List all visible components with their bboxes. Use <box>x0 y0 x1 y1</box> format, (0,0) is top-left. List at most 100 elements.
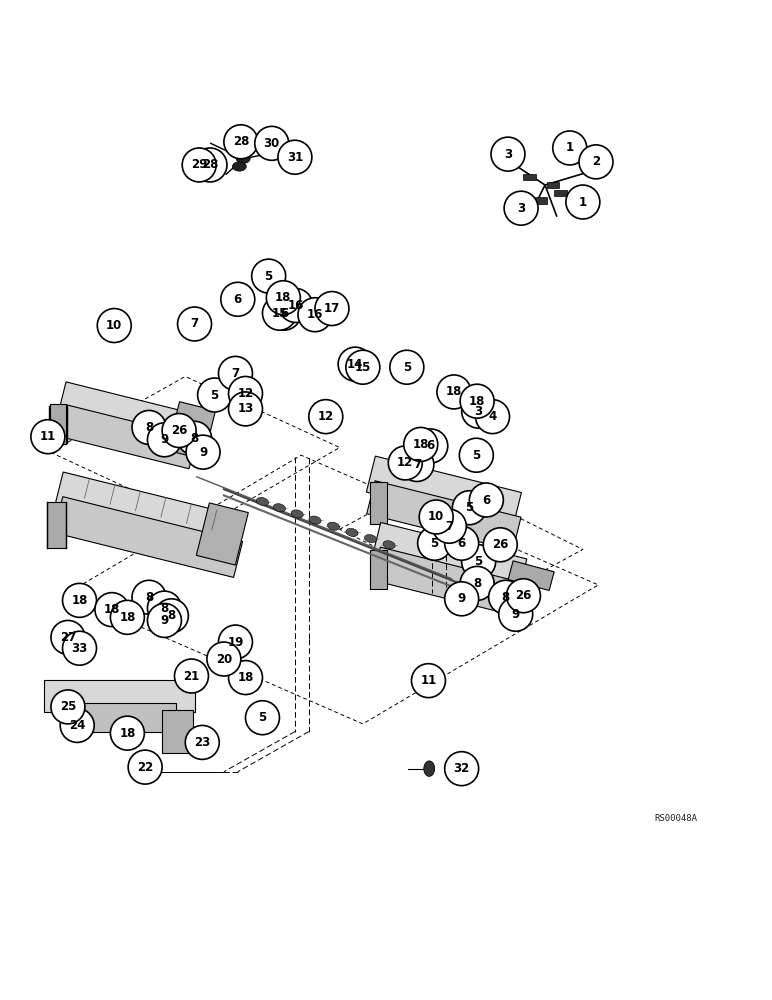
Circle shape <box>437 375 471 409</box>
Circle shape <box>553 131 587 165</box>
Circle shape <box>279 288 313 322</box>
Circle shape <box>459 438 493 472</box>
Text: 1: 1 <box>566 141 574 154</box>
Circle shape <box>489 580 523 614</box>
Bar <box>508 561 554 590</box>
Circle shape <box>110 600 144 634</box>
Text: 25: 25 <box>59 700 76 713</box>
Circle shape <box>147 591 181 625</box>
Text: 22: 22 <box>137 761 154 774</box>
Text: 9: 9 <box>512 608 520 621</box>
Ellipse shape <box>232 162 246 171</box>
Text: 26: 26 <box>492 538 509 551</box>
Circle shape <box>445 526 479 560</box>
Circle shape <box>60 708 94 742</box>
Bar <box>50 404 66 444</box>
Circle shape <box>132 580 166 614</box>
Text: 6: 6 <box>234 293 242 306</box>
Text: 15: 15 <box>271 307 288 320</box>
Text: 3: 3 <box>475 405 482 418</box>
Text: 3: 3 <box>504 148 512 161</box>
Text: 29: 29 <box>191 158 208 171</box>
Circle shape <box>404 427 438 461</box>
Circle shape <box>147 423 181 457</box>
Circle shape <box>469 483 503 517</box>
Text: 7: 7 <box>413 458 421 471</box>
Text: 6: 6 <box>458 537 466 550</box>
Circle shape <box>162 414 196 448</box>
Circle shape <box>229 661 262 695</box>
Circle shape <box>499 597 533 631</box>
Circle shape <box>462 394 496 428</box>
Text: 10: 10 <box>106 319 123 332</box>
Bar <box>372 522 527 595</box>
Circle shape <box>245 701 279 735</box>
Circle shape <box>445 752 479 786</box>
Text: 9: 9 <box>199 446 207 459</box>
Ellipse shape <box>309 516 321 524</box>
Ellipse shape <box>327 522 340 530</box>
Circle shape <box>63 631 96 665</box>
Text: 2: 2 <box>592 155 600 168</box>
Text: 23: 23 <box>194 736 211 749</box>
Circle shape <box>298 298 332 332</box>
Text: 12: 12 <box>237 387 254 400</box>
Circle shape <box>462 545 496 579</box>
Circle shape <box>414 429 448 463</box>
Bar <box>372 547 527 617</box>
Bar <box>370 550 387 589</box>
Bar <box>367 456 521 528</box>
Circle shape <box>445 582 479 616</box>
Bar <box>58 382 197 448</box>
Circle shape <box>452 491 486 525</box>
Text: 9: 9 <box>161 614 168 627</box>
Text: 6: 6 <box>427 439 435 452</box>
Text: 18: 18 <box>119 727 136 740</box>
Circle shape <box>309 400 343 434</box>
Circle shape <box>185 725 219 759</box>
Text: 4: 4 <box>489 410 496 423</box>
Text: 19: 19 <box>227 636 244 649</box>
Ellipse shape <box>383 541 395 549</box>
Text: 5: 5 <box>472 449 480 462</box>
Circle shape <box>178 421 212 455</box>
Circle shape <box>411 664 445 698</box>
Text: 9: 9 <box>458 592 466 605</box>
Text: 8: 8 <box>145 591 153 604</box>
Ellipse shape <box>291 510 303 518</box>
Text: 11: 11 <box>420 674 437 687</box>
Text: 5: 5 <box>475 555 482 568</box>
Text: 6: 6 <box>280 307 288 320</box>
Bar <box>44 680 195 712</box>
Circle shape <box>390 350 424 384</box>
Text: 20: 20 <box>215 653 232 666</box>
Circle shape <box>267 296 301 330</box>
Text: 17: 17 <box>323 302 340 315</box>
Text: 28: 28 <box>232 135 249 148</box>
Text: 15: 15 <box>354 361 371 374</box>
Ellipse shape <box>424 761 435 776</box>
Text: 5: 5 <box>431 537 438 550</box>
Circle shape <box>178 307 212 341</box>
Text: 18: 18 <box>469 395 486 408</box>
Text: 6: 6 <box>482 493 490 506</box>
Text: 18: 18 <box>103 603 120 616</box>
Bar <box>554 190 567 196</box>
Bar <box>58 405 197 469</box>
Bar <box>168 402 215 459</box>
Bar <box>162 710 193 753</box>
Circle shape <box>154 599 188 633</box>
Circle shape <box>193 148 227 182</box>
Text: 7: 7 <box>191 317 198 330</box>
Text: 33: 33 <box>71 642 88 655</box>
Bar <box>63 703 175 732</box>
Text: 8: 8 <box>502 591 510 604</box>
Text: 5: 5 <box>211 389 218 402</box>
Text: 8: 8 <box>145 421 153 434</box>
Circle shape <box>51 690 85 724</box>
Circle shape <box>460 566 494 600</box>
Ellipse shape <box>364 535 377 543</box>
Text: 5: 5 <box>259 711 266 724</box>
Text: 13: 13 <box>237 402 254 415</box>
Text: 1: 1 <box>579 196 587 209</box>
